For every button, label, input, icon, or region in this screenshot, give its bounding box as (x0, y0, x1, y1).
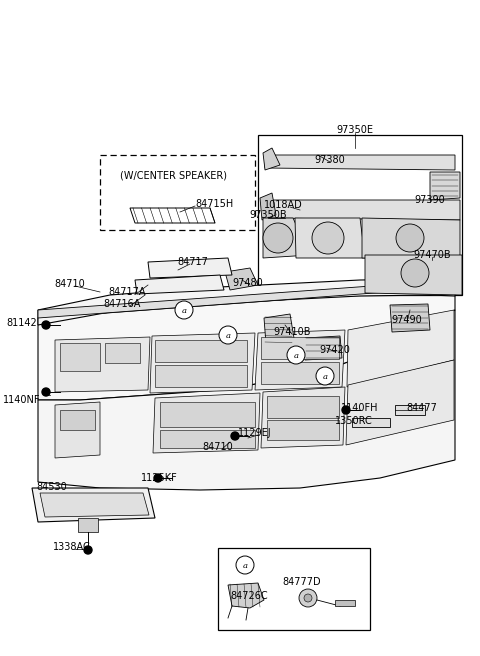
Circle shape (236, 556, 254, 574)
Text: 97390: 97390 (415, 195, 445, 205)
Text: 81142: 81142 (7, 318, 37, 328)
Text: 97410B: 97410B (273, 327, 311, 337)
Bar (395, 405, 425, 415)
Bar (261, 362, 339, 384)
Polygon shape (265, 155, 455, 170)
Polygon shape (38, 279, 455, 325)
Text: (W/CENTER SPEAKER): (W/CENTER SPEAKER) (120, 170, 227, 180)
Circle shape (154, 474, 162, 482)
Polygon shape (264, 314, 294, 344)
Text: a: a (181, 307, 187, 315)
Text: 84717A: 84717A (108, 287, 146, 297)
Text: 84530: 84530 (36, 482, 67, 492)
Polygon shape (32, 488, 155, 522)
Bar (267, 396, 339, 418)
Circle shape (316, 367, 334, 385)
Bar (352, 418, 390, 427)
Text: 97490: 97490 (392, 315, 422, 325)
Circle shape (312, 222, 344, 254)
Bar (78, 518, 98, 532)
Text: 1350RC: 1350RC (335, 416, 373, 426)
Circle shape (299, 589, 317, 607)
Circle shape (84, 546, 92, 554)
Bar (261, 337, 339, 359)
Polygon shape (346, 360, 454, 445)
Text: 84477: 84477 (407, 403, 437, 413)
Polygon shape (228, 583, 264, 608)
Text: a: a (226, 332, 230, 340)
Circle shape (287, 346, 305, 364)
Polygon shape (430, 172, 460, 200)
Text: 97480: 97480 (233, 278, 264, 288)
Polygon shape (135, 275, 224, 294)
Text: 1140NF: 1140NF (3, 395, 41, 405)
Polygon shape (150, 333, 255, 393)
Polygon shape (225, 268, 258, 290)
Bar (335, 600, 355, 606)
Polygon shape (263, 200, 460, 220)
Bar (155, 365, 247, 387)
Polygon shape (347, 310, 454, 387)
Bar (258, 135, 462, 295)
Polygon shape (55, 402, 100, 458)
Circle shape (401, 259, 429, 287)
Polygon shape (38, 287, 455, 400)
Bar (60, 343, 100, 371)
Polygon shape (263, 218, 310, 258)
Text: 84716A: 84716A (103, 299, 141, 309)
Polygon shape (38, 280, 455, 318)
Bar (60, 410, 95, 430)
Text: 84717: 84717 (178, 257, 208, 267)
Bar (218, 548, 370, 630)
Polygon shape (40, 493, 149, 517)
Circle shape (42, 388, 50, 396)
Text: 97350B: 97350B (249, 210, 287, 220)
Polygon shape (38, 310, 455, 490)
Polygon shape (390, 304, 430, 332)
Circle shape (231, 432, 239, 440)
Text: 1125KF: 1125KF (141, 473, 178, 483)
Polygon shape (295, 218, 365, 258)
Polygon shape (255, 330, 345, 390)
Polygon shape (260, 193, 276, 220)
Polygon shape (153, 393, 260, 453)
Bar (160, 430, 255, 448)
Text: 97350E: 97350E (336, 125, 373, 135)
Text: 84715H: 84715H (195, 199, 233, 209)
Polygon shape (148, 258, 232, 278)
Circle shape (342, 406, 350, 414)
Text: 1018AD: 1018AD (264, 200, 302, 210)
Circle shape (304, 594, 312, 602)
Text: 97470B: 97470B (413, 250, 451, 260)
Circle shape (42, 321, 50, 329)
Polygon shape (55, 337, 150, 392)
Polygon shape (263, 148, 280, 170)
Polygon shape (362, 218, 460, 258)
Bar (105, 343, 140, 363)
Circle shape (175, 301, 193, 319)
Text: 84726C: 84726C (230, 591, 268, 601)
Bar (267, 420, 339, 440)
Text: a: a (293, 352, 299, 360)
Text: 84710: 84710 (203, 442, 233, 452)
Text: 97420: 97420 (320, 345, 350, 355)
Bar (160, 402, 255, 427)
Text: 84710: 84710 (55, 279, 85, 289)
Bar (100, 155, 255, 230)
Text: 1140FH: 1140FH (341, 403, 379, 413)
Polygon shape (365, 255, 462, 295)
Polygon shape (305, 336, 342, 360)
Text: 84777D: 84777D (283, 577, 321, 587)
Circle shape (219, 326, 237, 344)
Text: 1129EJ: 1129EJ (238, 428, 272, 438)
Text: a: a (242, 562, 248, 570)
Text: a: a (323, 373, 327, 381)
Bar (155, 340, 247, 362)
Text: 1338AC: 1338AC (53, 542, 91, 552)
Polygon shape (261, 387, 345, 448)
Circle shape (396, 224, 424, 252)
Text: 97380: 97380 (314, 155, 346, 165)
Circle shape (263, 223, 293, 253)
